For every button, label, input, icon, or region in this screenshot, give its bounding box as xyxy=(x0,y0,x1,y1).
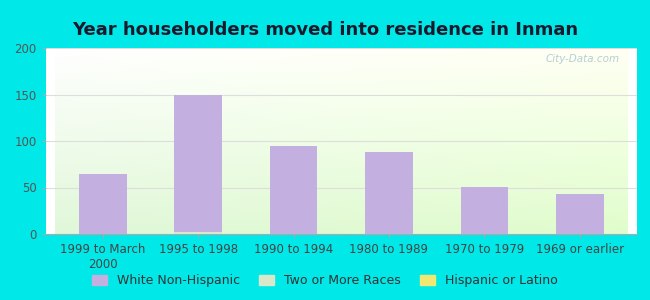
Bar xyxy=(556,194,604,234)
Bar xyxy=(270,146,317,234)
Legend: White Non-Hispanic, Two or More Races, Hispanic or Latino: White Non-Hispanic, Two or More Races, H… xyxy=(88,270,562,291)
Text: City-Data.com: City-Data.com xyxy=(545,54,619,64)
Bar xyxy=(174,94,222,234)
Bar xyxy=(365,152,413,234)
Text: Year householders moved into residence in Inman: Year householders moved into residence i… xyxy=(72,21,578,39)
Bar xyxy=(174,232,222,234)
Bar xyxy=(79,173,127,234)
Bar xyxy=(460,187,508,234)
